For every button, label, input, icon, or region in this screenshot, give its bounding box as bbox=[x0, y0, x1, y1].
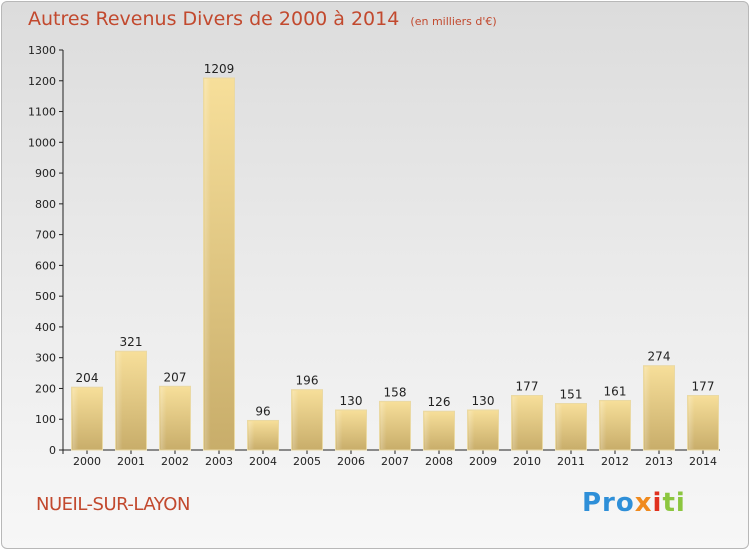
x-tick-label: 2000 bbox=[73, 455, 101, 468]
x-tick-label: 2006 bbox=[337, 455, 365, 468]
x-tick-label: 2005 bbox=[293, 455, 321, 468]
x-tick-label: 2012 bbox=[601, 455, 629, 468]
bar-highlight bbox=[248, 421, 255, 449]
x-tick-label: 2013 bbox=[645, 455, 673, 468]
data-label: 126 bbox=[428, 395, 451, 409]
y-tick-label: 100 bbox=[35, 413, 56, 426]
logo-part-2: x bbox=[634, 488, 653, 518]
data-label: 321 bbox=[120, 335, 143, 349]
x-tick-label: 2001 bbox=[117, 455, 145, 468]
data-label: 177 bbox=[692, 380, 715, 394]
data-label: 130 bbox=[340, 394, 363, 408]
data-label: 96 bbox=[255, 404, 270, 418]
y-tick-label: 1000 bbox=[28, 136, 56, 149]
x-tick-label: 2007 bbox=[381, 455, 409, 468]
bar-highlight bbox=[644, 366, 651, 449]
y-tick-label: 500 bbox=[35, 290, 56, 303]
chart-title: Autres Revenus Divers de 2000 à 2014 (en… bbox=[28, 8, 497, 30]
y-tick-label: 800 bbox=[35, 198, 56, 211]
logo-part-3: i bbox=[652, 488, 663, 518]
x-tick-label: 2014 bbox=[689, 455, 717, 468]
data-label: 161 bbox=[604, 384, 627, 398]
y-tick-label: 400 bbox=[35, 321, 56, 334]
bar-highlight bbox=[116, 352, 123, 449]
logo-part-4: ti bbox=[662, 488, 686, 518]
bar-highlight bbox=[512, 396, 519, 449]
y-tick-label: 1200 bbox=[28, 75, 56, 88]
bar-highlight bbox=[600, 401, 607, 449]
chart-title-unit: (en milliers d'€) bbox=[410, 15, 497, 28]
data-label: 1209 bbox=[204, 62, 235, 76]
bar-highlight bbox=[424, 412, 431, 449]
y-tick-label: 1300 bbox=[28, 44, 56, 57]
bar-highlight bbox=[72, 388, 79, 449]
data-label: 177 bbox=[516, 380, 539, 394]
x-tick-label: 2008 bbox=[425, 455, 453, 468]
y-tick-label: 1100 bbox=[28, 106, 56, 119]
data-label: 151 bbox=[560, 388, 583, 402]
data-label: 130 bbox=[472, 394, 495, 408]
data-label: 158 bbox=[384, 385, 407, 399]
commune-name: NUEIL-SUR-LAYON bbox=[36, 494, 190, 515]
y-tick-label: 0 bbox=[49, 444, 56, 457]
data-label: 196 bbox=[296, 374, 319, 388]
y-tick-label: 300 bbox=[35, 352, 56, 365]
x-tick-label: 2010 bbox=[513, 455, 541, 468]
bar-highlight bbox=[292, 390, 299, 449]
bar-highlight bbox=[468, 411, 475, 449]
y-tick-label: 900 bbox=[35, 167, 56, 180]
bar-highlight bbox=[336, 411, 343, 449]
data-label: 207 bbox=[164, 370, 187, 384]
x-tick-label: 2004 bbox=[249, 455, 277, 468]
chart-bars bbox=[71, 77, 719, 451]
proxiti-logo[interactable]: Proxiti bbox=[582, 488, 686, 518]
bar-highlight bbox=[556, 404, 563, 449]
y-tick-label: 200 bbox=[35, 382, 56, 395]
chart-title-main: Autres Revenus Divers de 2000 à 2014 bbox=[28, 8, 400, 30]
data-label: 204 bbox=[76, 371, 99, 385]
x-tick-label: 2011 bbox=[557, 455, 585, 468]
logo-part-1: Pro bbox=[582, 488, 635, 518]
chart-axes: 0 100 200 300 400 500 600 700 800 900 1000 1100 1200… bbox=[28, 44, 720, 457]
data-label: 274 bbox=[648, 350, 671, 364]
bar-highlight bbox=[688, 396, 695, 449]
bar-highlight bbox=[204, 79, 211, 449]
bar-highlight bbox=[160, 387, 167, 449]
bar-highlight bbox=[380, 402, 387, 449]
x-tick-label: 2003 bbox=[205, 455, 233, 468]
y-tick-label: 600 bbox=[35, 259, 56, 272]
y-tick-label: 700 bbox=[35, 229, 56, 242]
chart-labels: 204 2000 321 2001 207 2002 1209 2003 96 2004 196 20… bbox=[73, 62, 717, 468]
x-tick-label: 2009 bbox=[469, 455, 497, 468]
x-tick-label: 2002 bbox=[161, 455, 189, 468]
